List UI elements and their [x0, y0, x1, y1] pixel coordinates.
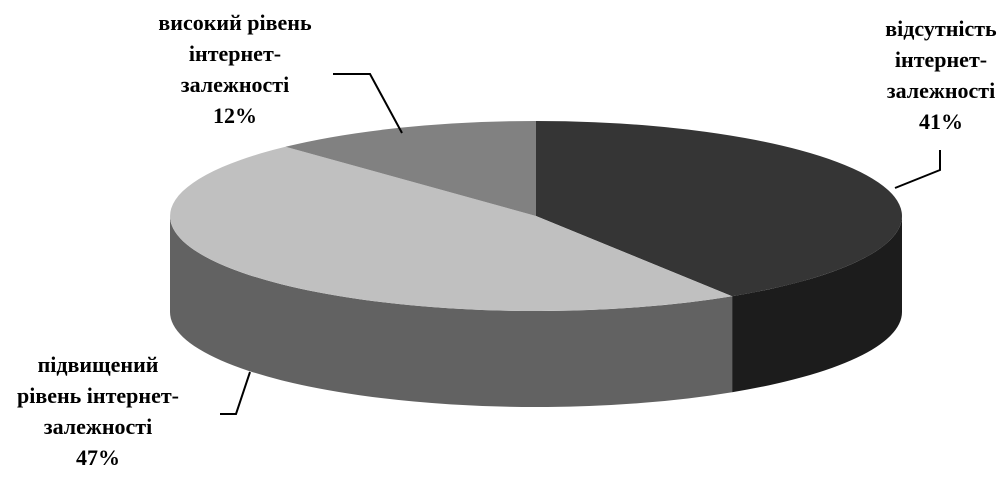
slice-percent-elevated: 47% [76, 445, 120, 470]
pie-side-absent [732, 216, 902, 393]
slice-labels: відсутність інтернет-залежності 41% підвище… [17, 10, 997, 470]
slice-label-line: залежності [44, 414, 152, 439]
slice-percent-high: 12% [213, 103, 257, 128]
slice-label-line: інтернет- [895, 47, 987, 72]
slice-label-line: залежності [181, 72, 289, 97]
leader-line-absent [894, 150, 941, 189]
pie-tops [170, 121, 902, 311]
slice-label-elevated: підвищений рівень інтернет-залежності 47% [17, 352, 179, 470]
slice-label-high: високий рівень інтернет-залежності 12% [158, 10, 312, 128]
slice-percent-absent: 41% [919, 109, 963, 134]
slice-label-line: високий рівень [158, 10, 312, 35]
pie-side-elevated [170, 216, 733, 407]
leader-lines [220, 73, 941, 415]
pie-slice-high [285, 121, 536, 216]
slice-label-line: рівень інтернет- [17, 383, 179, 408]
slice-label-absent: відсутність інтернет-залежності 41% [885, 16, 997, 134]
slice-label-line: відсутність [885, 16, 997, 41]
pie-slice-absent [536, 121, 902, 297]
pie-sides [170, 216, 902, 407]
slice-label-line: підвищений [38, 352, 159, 377]
leader-line-elevated [220, 371, 251, 415]
slice-label-line: залежності [887, 78, 995, 103]
pie-slice-elevated [170, 146, 733, 311]
slice-label-line: інтернет- [189, 41, 281, 66]
leader-line-high [333, 73, 403, 134]
